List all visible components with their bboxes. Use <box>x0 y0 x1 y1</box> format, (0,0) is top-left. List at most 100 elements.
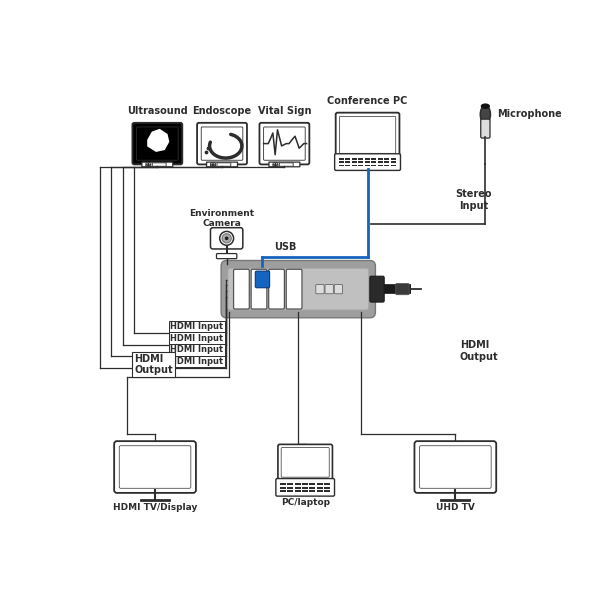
Text: UHD TV: UHD TV <box>436 503 475 512</box>
FancyBboxPatch shape <box>340 116 396 154</box>
Text: Vital Sign: Vital Sign <box>257 106 311 116</box>
FancyBboxPatch shape <box>201 127 243 160</box>
FancyBboxPatch shape <box>197 123 247 164</box>
Text: HDMI
Output: HDMI Output <box>460 340 499 362</box>
Bar <box>358 158 364 160</box>
FancyBboxPatch shape <box>276 479 335 496</box>
Bar <box>378 164 383 166</box>
Bar <box>287 490 293 492</box>
Bar <box>391 164 396 166</box>
Text: HDMI TV/Display: HDMI TV/Display <box>113 503 197 512</box>
Bar <box>324 490 330 492</box>
Ellipse shape <box>481 103 490 109</box>
Polygon shape <box>147 129 169 152</box>
Text: Conference PC: Conference PC <box>328 96 408 106</box>
Bar <box>345 158 350 160</box>
Bar <box>365 158 370 160</box>
Bar <box>352 158 357 160</box>
Bar <box>324 483 330 485</box>
Text: HDMI Input: HDMI Input <box>170 345 223 354</box>
FancyBboxPatch shape <box>228 268 368 310</box>
Bar <box>358 164 364 166</box>
Bar <box>378 161 383 163</box>
FancyBboxPatch shape <box>206 162 238 167</box>
Bar <box>345 161 350 163</box>
FancyBboxPatch shape <box>481 119 490 138</box>
FancyBboxPatch shape <box>259 123 310 164</box>
FancyBboxPatch shape <box>325 284 334 294</box>
FancyBboxPatch shape <box>152 163 166 166</box>
Bar <box>310 487 315 488</box>
Bar <box>302 483 308 485</box>
Bar <box>295 487 301 488</box>
Bar <box>358 161 364 163</box>
FancyBboxPatch shape <box>280 163 293 166</box>
FancyBboxPatch shape <box>281 448 329 477</box>
FancyBboxPatch shape <box>415 441 496 493</box>
Circle shape <box>225 236 229 240</box>
FancyBboxPatch shape <box>251 269 267 309</box>
Bar <box>339 164 344 166</box>
Bar <box>352 161 357 163</box>
FancyBboxPatch shape <box>334 284 343 294</box>
FancyBboxPatch shape <box>217 163 231 166</box>
Bar <box>302 487 308 488</box>
Text: Environment
Camera: Environment Camera <box>190 209 254 228</box>
FancyBboxPatch shape <box>263 127 305 160</box>
Bar <box>295 490 301 492</box>
Bar <box>302 490 308 492</box>
Bar <box>280 483 286 485</box>
Bar <box>365 161 370 163</box>
Bar <box>339 158 344 160</box>
FancyBboxPatch shape <box>419 446 491 488</box>
Bar <box>345 164 350 166</box>
Text: Stereo
Input: Stereo Input <box>455 189 492 211</box>
FancyBboxPatch shape <box>133 123 182 164</box>
Bar <box>384 158 389 160</box>
Bar <box>371 164 376 166</box>
Text: USB: USB <box>274 242 296 252</box>
FancyBboxPatch shape <box>137 127 178 160</box>
FancyBboxPatch shape <box>221 260 376 318</box>
Bar <box>310 490 315 492</box>
FancyBboxPatch shape <box>114 441 196 493</box>
Bar <box>317 483 323 485</box>
FancyBboxPatch shape <box>286 269 302 309</box>
FancyBboxPatch shape <box>316 284 324 294</box>
Bar <box>391 158 396 160</box>
Bar <box>280 487 286 488</box>
Bar <box>371 158 376 160</box>
Text: Ultrasound: Ultrasound <box>127 106 188 116</box>
FancyBboxPatch shape <box>335 154 400 170</box>
FancyBboxPatch shape <box>233 269 249 309</box>
Circle shape <box>220 232 233 245</box>
Text: Microphone: Microphone <box>497 109 562 119</box>
FancyBboxPatch shape <box>335 113 400 157</box>
Text: HDMI Input: HDMI Input <box>170 334 223 343</box>
Bar <box>287 483 293 485</box>
Bar <box>317 487 323 488</box>
Bar <box>280 490 286 492</box>
Text: HDMI Input: HDMI Input <box>170 357 223 366</box>
Circle shape <box>222 233 231 243</box>
Text: HDMI
Output: HDMI Output <box>134 354 173 376</box>
Bar <box>384 164 389 166</box>
FancyBboxPatch shape <box>269 162 300 167</box>
FancyBboxPatch shape <box>370 276 384 302</box>
Bar <box>352 164 357 166</box>
Bar <box>295 483 301 485</box>
Bar <box>365 164 370 166</box>
Bar <box>317 490 323 492</box>
FancyBboxPatch shape <box>278 445 332 481</box>
FancyBboxPatch shape <box>119 446 191 488</box>
FancyBboxPatch shape <box>211 227 243 249</box>
Bar <box>384 161 389 163</box>
Text: PC/laptop: PC/laptop <box>281 499 329 508</box>
Bar <box>371 161 376 163</box>
FancyBboxPatch shape <box>255 271 269 288</box>
FancyBboxPatch shape <box>142 162 173 167</box>
Text: HDMI Input: HDMI Input <box>170 322 223 331</box>
FancyBboxPatch shape <box>269 269 284 309</box>
Bar <box>287 487 293 488</box>
Bar <box>324 487 330 488</box>
